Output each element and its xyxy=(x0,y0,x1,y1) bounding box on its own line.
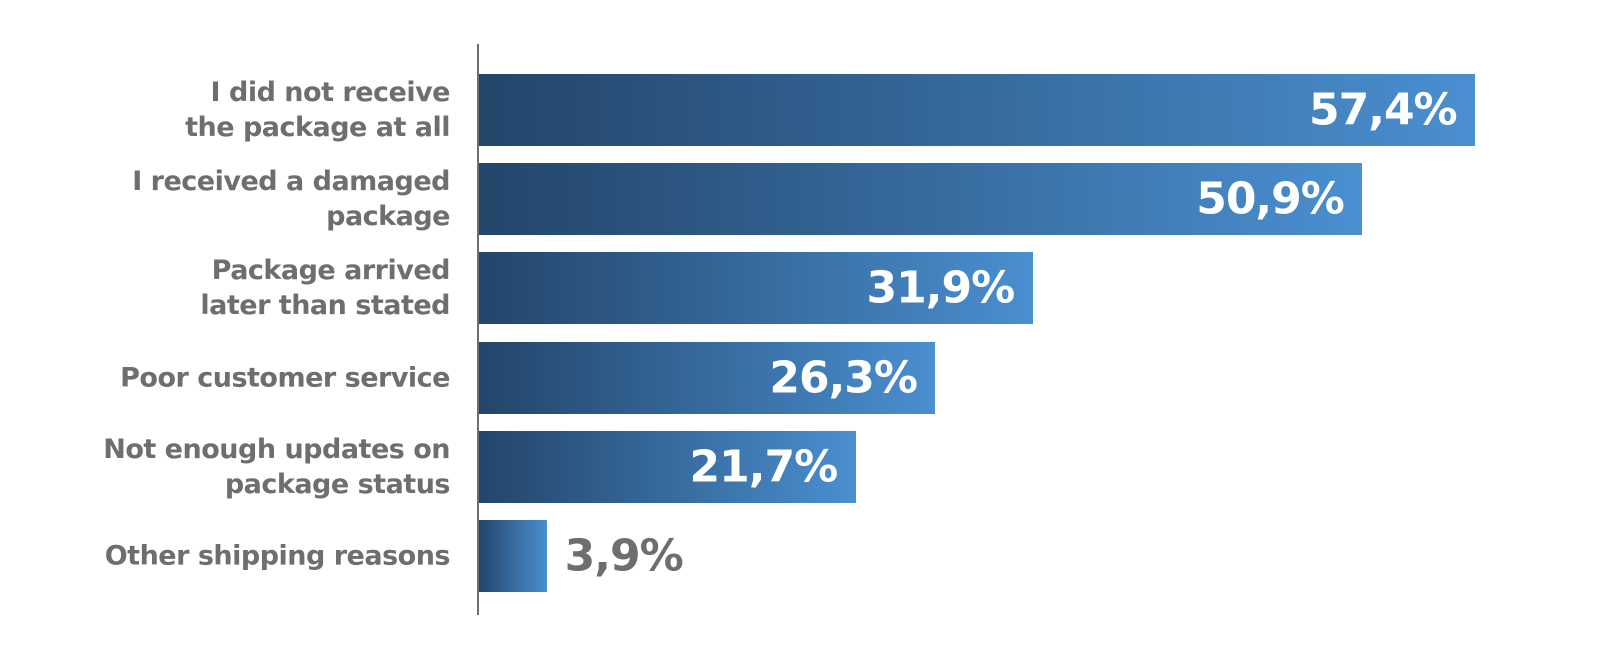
category-label: Poor customer service xyxy=(120,362,450,394)
category-label: Not enough updates on package status xyxy=(103,433,450,500)
bar xyxy=(479,520,547,592)
bar xyxy=(479,341,936,414)
bar xyxy=(479,74,1475,146)
bar xyxy=(479,163,1363,236)
category-label: Other shipping reasons xyxy=(104,540,451,572)
axis-line xyxy=(477,44,479,615)
category-label: I received a damaged package xyxy=(132,166,450,233)
bar xyxy=(479,252,1033,325)
category-label: Package arrived later than stated xyxy=(200,255,450,322)
value-label: 26,3% xyxy=(769,352,918,404)
category-label: I did not receive the package at all xyxy=(185,77,450,143)
value-label: 21,7% xyxy=(689,441,839,493)
value-label: 50,9% xyxy=(1196,173,1345,225)
bar xyxy=(479,430,856,503)
value-label: 3,9% xyxy=(564,530,684,582)
value-label: 31,9% xyxy=(866,262,1016,314)
value-label: 57,4% xyxy=(1309,84,1458,136)
